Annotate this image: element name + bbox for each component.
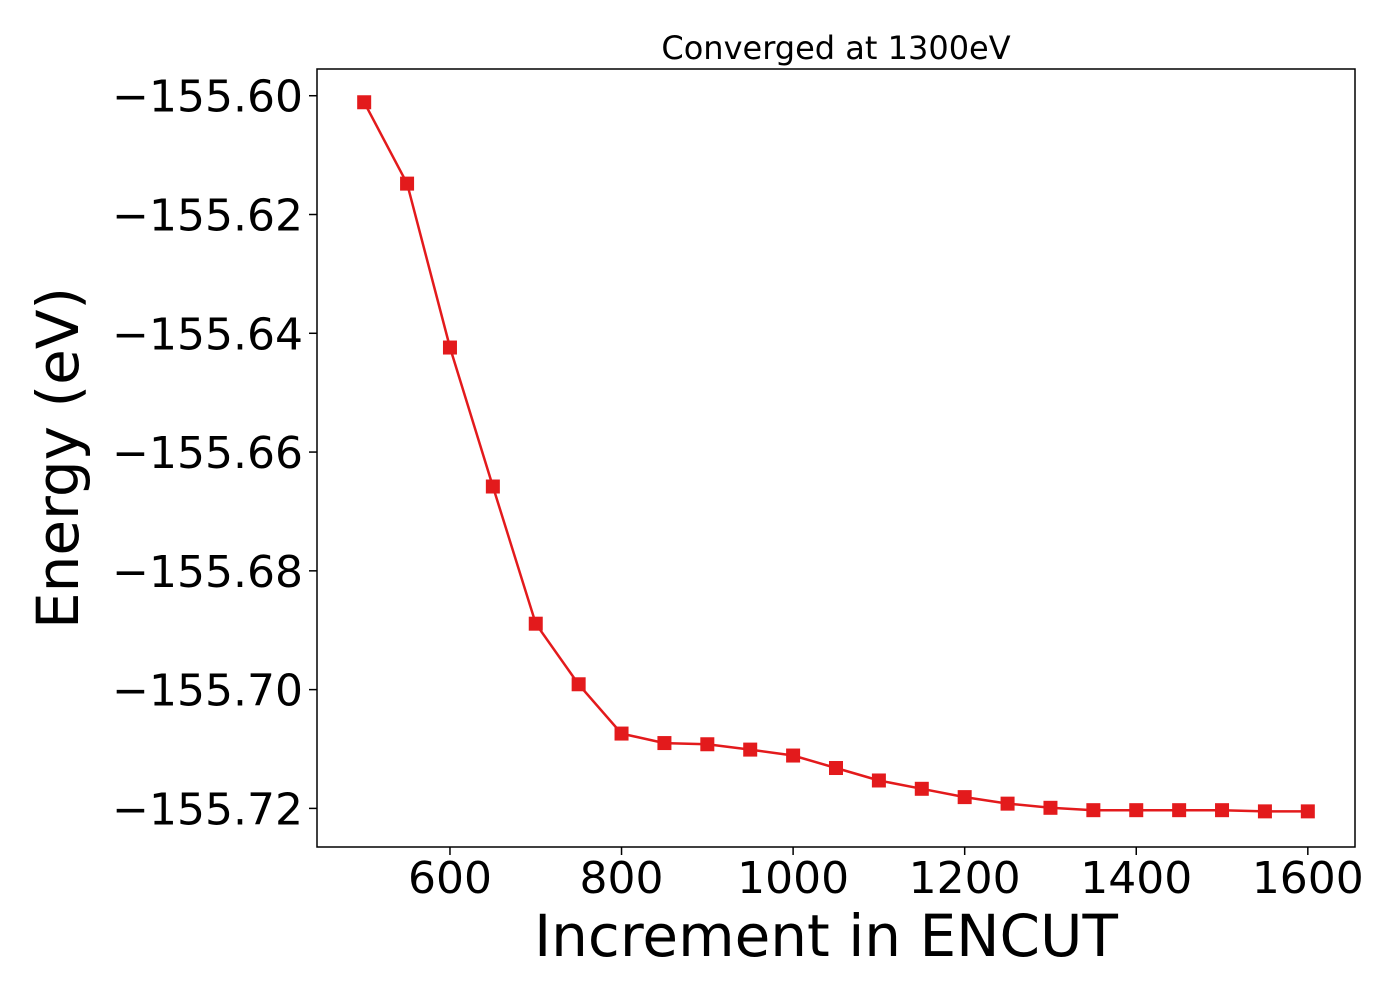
x-tick-label: 1600 xyxy=(1252,853,1364,904)
data-point xyxy=(485,479,500,494)
data-point xyxy=(957,790,972,805)
x-tick-label: 600 xyxy=(408,853,492,904)
data-point xyxy=(357,95,372,110)
data-point xyxy=(700,737,715,752)
x-axis-label: Increment in ENCUT xyxy=(534,902,1118,970)
data-point xyxy=(914,781,929,796)
x-axis: 600 800 1000 1200 1400 1600 xyxy=(408,847,1364,904)
data-point xyxy=(829,761,843,776)
chart-title: Converged at 1300eV xyxy=(661,29,1010,67)
y-tick-label: −155.68 xyxy=(112,547,303,598)
x-tick-label: 1200 xyxy=(909,853,1021,904)
data-point xyxy=(400,176,415,191)
data-point xyxy=(1043,800,1058,815)
y-tick-label: −155.70 xyxy=(112,666,303,717)
plot-area xyxy=(357,95,1315,819)
data-point xyxy=(871,773,886,788)
data-point xyxy=(743,742,758,757)
data-point xyxy=(786,748,801,763)
y-tick-label: −155.64 xyxy=(112,309,303,360)
y-tick-label: −155.60 xyxy=(112,72,303,123)
data-point xyxy=(1172,803,1187,818)
y-tick-label: −155.62 xyxy=(112,191,303,242)
data-point xyxy=(1000,796,1015,811)
data-point xyxy=(442,340,457,355)
x-tick-label: 1400 xyxy=(1080,853,1192,904)
data-point xyxy=(571,677,586,692)
data-point xyxy=(657,736,672,751)
data-point xyxy=(528,616,543,631)
y-axis-label: Energy (eV) xyxy=(24,287,92,629)
data-point xyxy=(1300,804,1315,819)
data-point xyxy=(1086,803,1101,818)
y-tick-label: −155.72 xyxy=(112,784,303,835)
x-tick-label: 800 xyxy=(580,853,664,904)
data-point xyxy=(1257,804,1272,819)
data-point xyxy=(614,726,629,741)
y-axis: −155.60 −155.62 −155.64 −155.66 −155.68 −155.… xyxy=(112,72,317,835)
x-tick-label: 1000 xyxy=(737,853,849,904)
data-point xyxy=(1215,803,1230,818)
plot-frame xyxy=(316,68,1356,848)
y-tick-label: −155.66 xyxy=(112,428,303,479)
data-point xyxy=(1129,803,1144,818)
